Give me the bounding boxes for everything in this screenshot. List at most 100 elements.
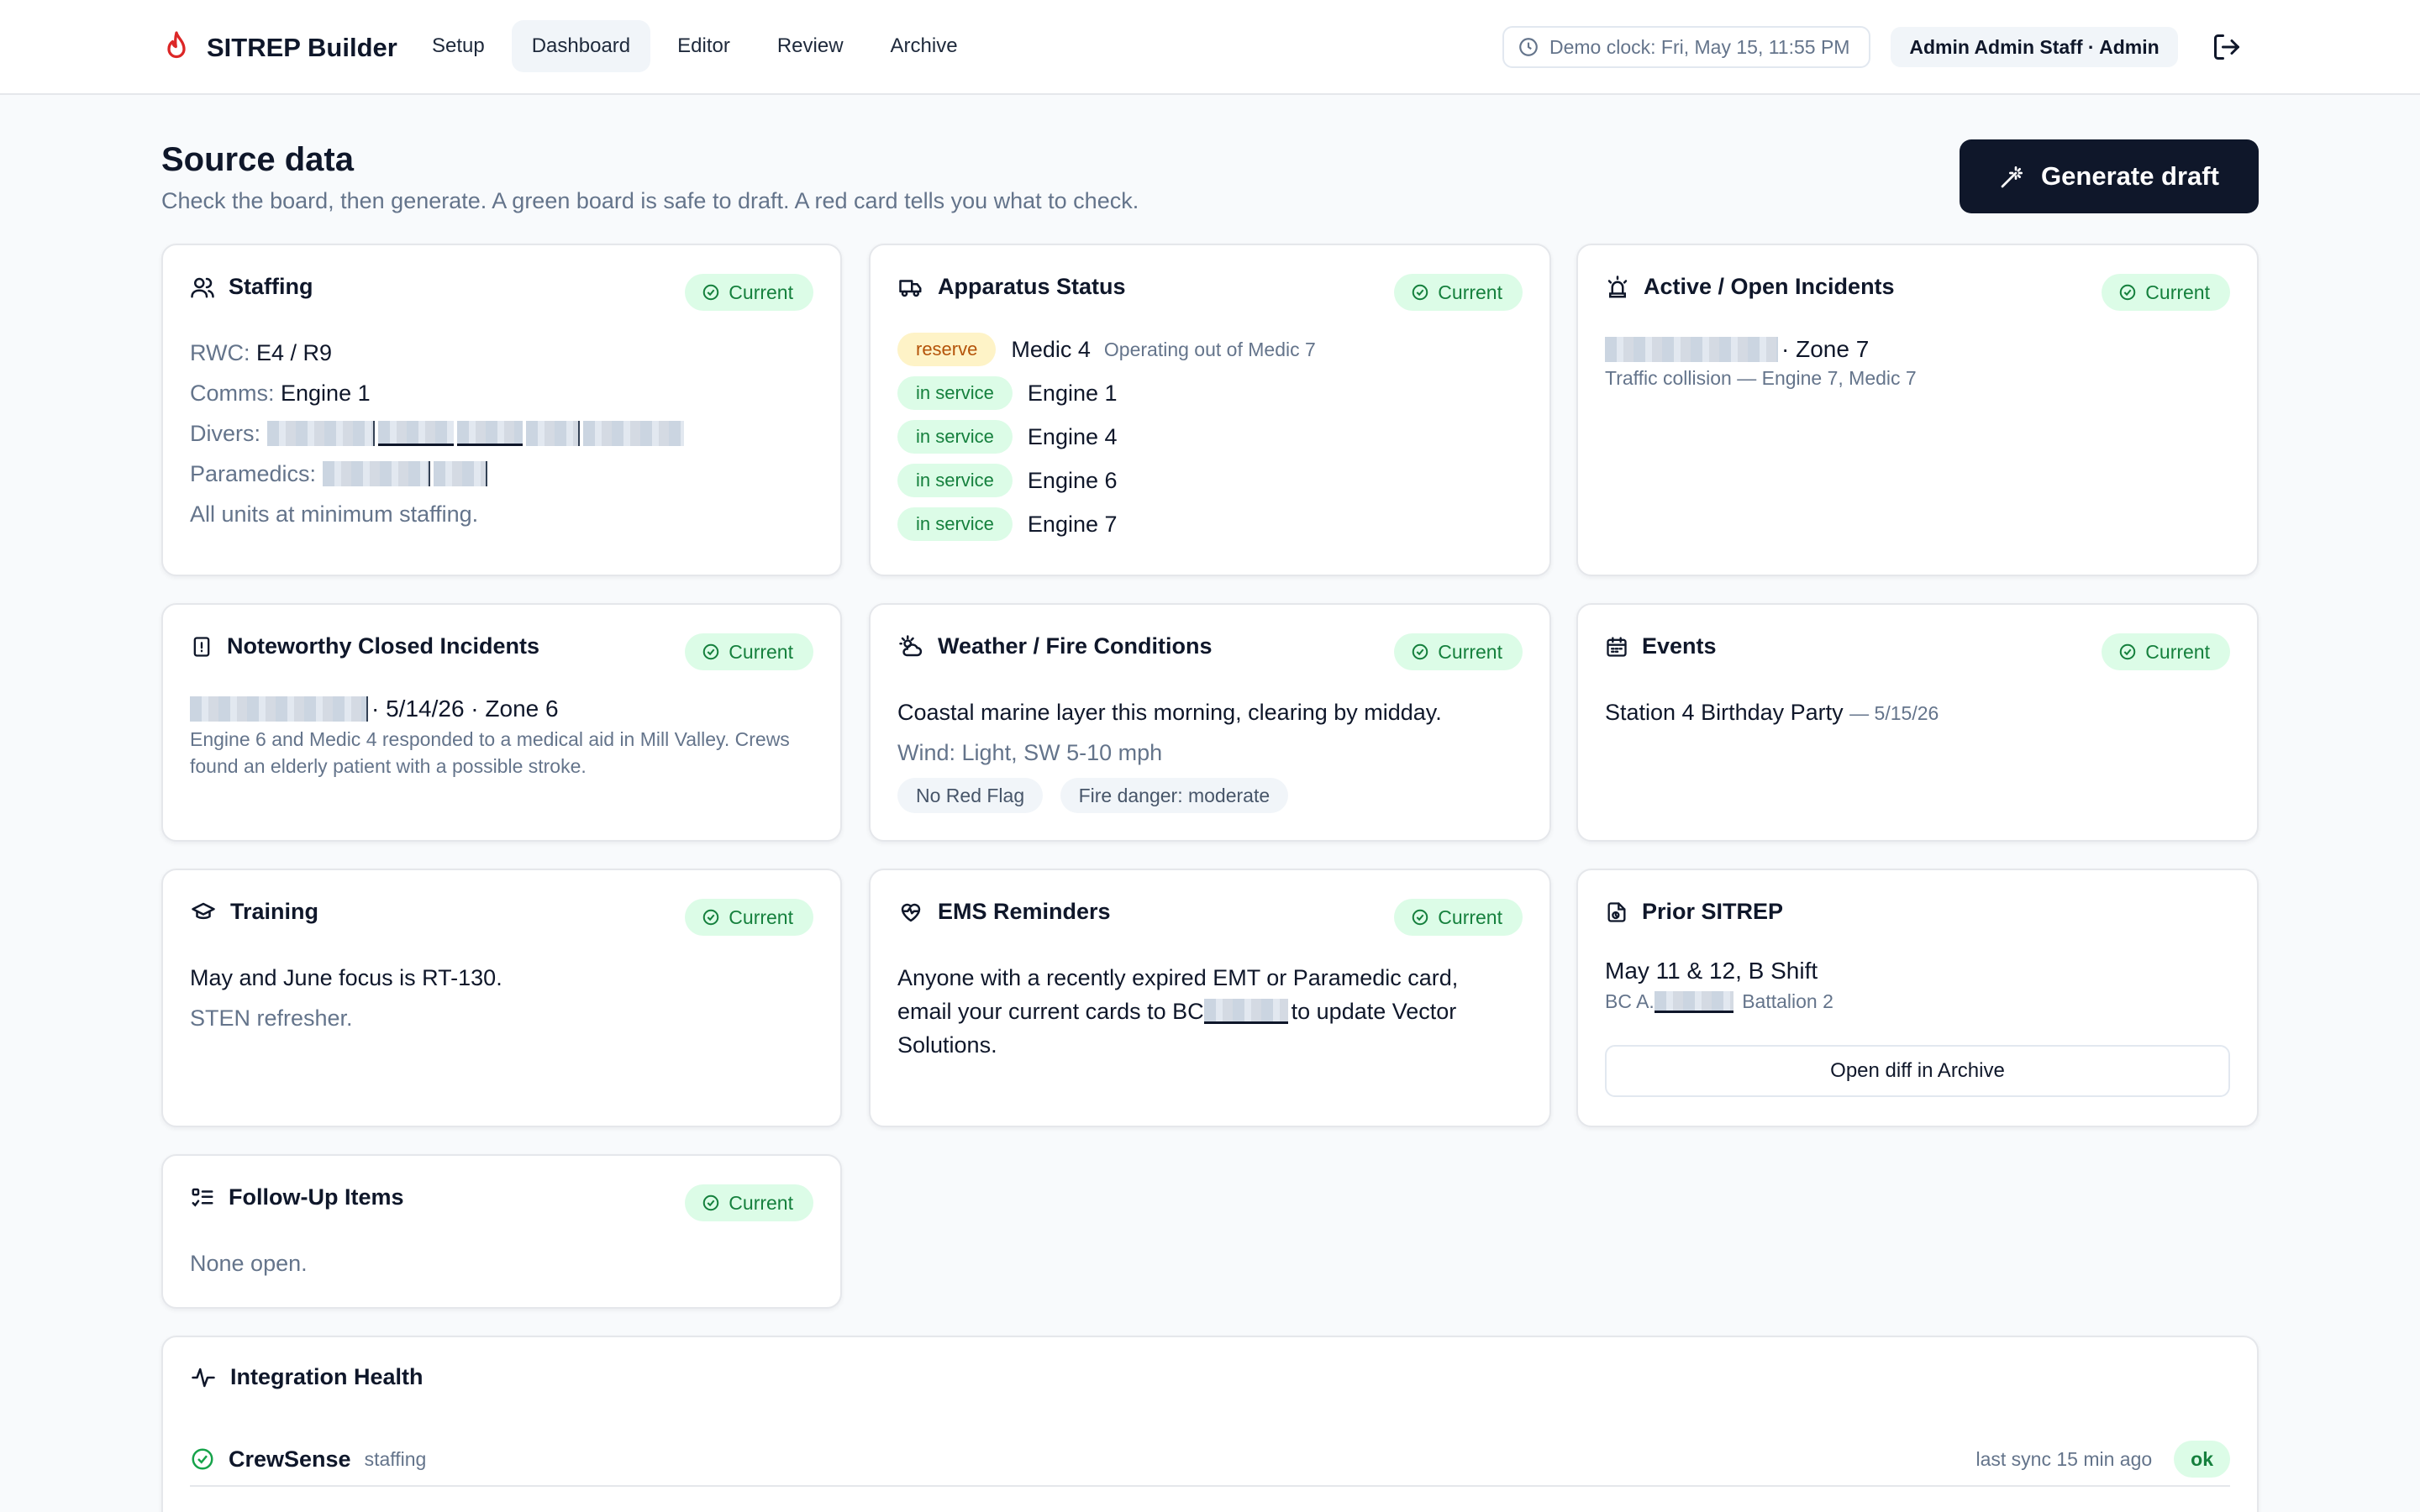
status-badge: Current (685, 1184, 813, 1221)
redacted-incident-id (190, 696, 368, 722)
redacted-name (1654, 991, 1733, 1013)
flame-icon (167, 31, 186, 59)
status-badge: Current (1394, 899, 1523, 936)
red-flag-tag: No Red Flag (897, 778, 1044, 813)
apparatus-status-pill: in service (897, 376, 1013, 410)
demo-clock[interactable]: Demo clock: Fri, May 15, 11:55 PM (1502, 26, 1870, 68)
training-card: Training Current May and June focus is R… (161, 869, 842, 1127)
page-subtitle: Check the board, then generate. A green … (161, 188, 1139, 213)
integration-health-card: Integration Health CrewSense staffing la… (161, 1336, 2259, 1512)
redacted-name (456, 421, 523, 446)
integration-status-badge: ok (2174, 1441, 2230, 1478)
apparatus-name: Engine 7 (1027, 511, 1118, 537)
status-badge: Current (685, 899, 813, 936)
check-circle-icon (703, 1194, 719, 1211)
activity-icon (192, 1368, 215, 1387)
user-badge[interactable]: Admin Admin Staff · Admin (1891, 27, 2178, 67)
card-title: Integration Health (230, 1364, 424, 1389)
ems-reminder-text: Anyone with a recently expired EMT or Pa… (897, 965, 1459, 1058)
users-icon (191, 277, 214, 297)
check-circle-icon (703, 909, 719, 926)
redacted-name (433, 461, 487, 486)
fire-danger-tag: Fire danger: moderate (1060, 778, 1289, 813)
file-history-icon (1607, 901, 1626, 922)
redacted-name (1203, 999, 1288, 1024)
status-badge: Current (1394, 274, 1523, 311)
siren-icon (1607, 275, 1628, 297)
truck-icon (899, 279, 922, 297)
card-title: Events (1642, 633, 1717, 659)
alert-file-icon (193, 636, 210, 657)
card-title: Prior SITREP (1642, 899, 1784, 924)
event-date: — 5/15/26 (1849, 702, 1939, 724)
clock-icon (1519, 38, 1538, 56)
graduation-cap-icon (192, 902, 215, 919)
app-title: SITREP Builder (207, 33, 397, 62)
rwc-value: E4 / R9 (256, 340, 333, 365)
check-circle-icon (1413, 643, 1428, 660)
redacted-incident-id (1605, 337, 1778, 362)
training-refresher: STEN refresher. (190, 1005, 353, 1031)
top-navigation-bar: SITREP Builder Setup Dashboard Editor Re… (0, 0, 2420, 95)
nav-review[interactable]: Review (776, 34, 844, 57)
nav-archive[interactable]: Archive (890, 34, 958, 57)
check-circle-icon (703, 284, 719, 301)
check-circle-icon (2120, 643, 2136, 660)
staffing-note: All units at minimum staffing. (190, 501, 479, 527)
follow-up-text: None open. (190, 1251, 308, 1276)
logout-icon[interactable] (2212, 32, 2242, 62)
incident-heading[interactable]: · Zone 7 (1605, 336, 2230, 363)
sun-cloud-icon (899, 634, 923, 656)
magic-wand-icon (2001, 166, 2023, 188)
open-diff-button[interactable]: Open diff in Archive (1605, 1045, 2230, 1097)
redacted-name (377, 421, 454, 446)
apparatus-row: in service Engine 4 (897, 415, 1523, 459)
card-title: EMS Reminders (938, 899, 1111, 924)
card-title: Apparatus Status (938, 274, 1126, 299)
check-circle-icon (1413, 284, 1428, 301)
status-badge: Current (685, 633, 813, 670)
redacted-name (582, 421, 684, 446)
apparatus-status-pill: in service (897, 464, 1013, 497)
integration-row: CrewSense staffing last sync 15 min ago … (190, 1433, 2230, 1487)
page-title: Source data (161, 141, 354, 178)
card-title: Active / Open Incidents (1644, 274, 1895, 299)
check-circle-icon (192, 1448, 213, 1470)
demo-clock-text: Demo clock: Fri, May 15, 11:55 PM (1549, 35, 1850, 58)
redacted-name (525, 421, 580, 446)
card-title: Follow-Up Items (229, 1184, 404, 1210)
status-badge: Current (1394, 633, 1523, 670)
apparatus-name: Engine 6 (1027, 467, 1118, 493)
nav-editor[interactable]: Editor (677, 34, 730, 57)
integration-category: staffing (364, 1447, 427, 1470)
follow-up-card: Follow-Up Items Current None open. (161, 1154, 842, 1309)
apparatus-status-pill: in service (897, 507, 1013, 541)
apparatus-row: reserve Medic 4 Operating out of Medic 7 (897, 328, 1523, 371)
incident-description: Traffic collision — Engine 7, Medic 7 (1605, 367, 1917, 389)
prior-sitrep-card: Prior SITREP May 11 & 12, B Shift BC A. … (1576, 869, 2259, 1127)
card-title: Training (230, 899, 319, 924)
apparatus-status-pill: in service (897, 420, 1013, 454)
card-title: Noteworthy Closed Incidents (227, 633, 540, 659)
events-card: Events Current Station 4 Birthday Party … (1576, 603, 2259, 842)
comms-value: Engine 1 (281, 381, 371, 406)
apparatus-name: Engine 1 (1027, 380, 1118, 406)
main-nav: Setup Dashboard Editor Review Archive (412, 20, 985, 72)
check-circle-icon (703, 643, 719, 660)
closed-incidents-card: Noteworthy Closed Incidents Current · 5/… (161, 603, 842, 842)
nav-dashboard[interactable]: Dashboard (511, 20, 651, 72)
check-circle-icon (2120, 284, 2136, 301)
weather-card: Weather / Fire Conditions Current Coasta… (869, 603, 1551, 842)
redacted-name (266, 421, 375, 446)
weather-summary: Coastal marine layer this morning, clear… (897, 700, 1442, 725)
generate-draft-label: Generate draft (2041, 161, 2219, 191)
brand[interactable]: SITREP Builder (161, 29, 397, 67)
check-circle-icon (1413, 909, 1428, 926)
apparatus-status-pill: reserve (897, 333, 997, 366)
nav-setup[interactable]: Setup (432, 34, 485, 57)
integration-sync-time: last sync 15 min ago (1975, 1447, 2153, 1470)
closed-incident-heading[interactable]: · 5/14/26 · Zone 6 (190, 696, 813, 722)
generate-draft-button[interactable]: Generate draft (1960, 139, 2259, 213)
apparatus-row: in service Engine 6 (897, 459, 1523, 502)
card-title: Weather / Fire Conditions (938, 633, 1213, 659)
